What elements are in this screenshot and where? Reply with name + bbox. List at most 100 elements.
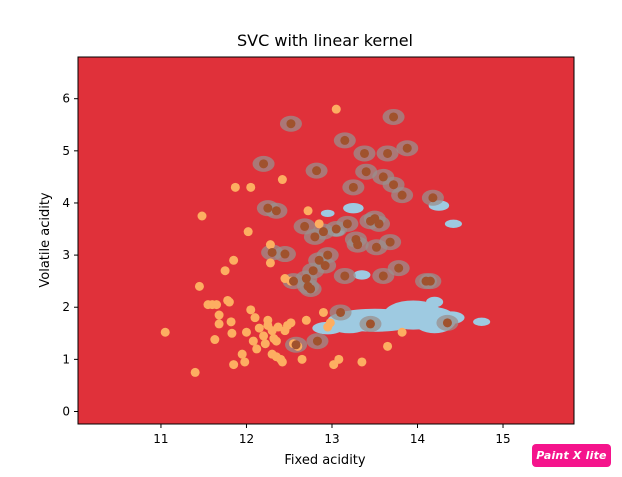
data-point [340, 135, 350, 145]
data-point [383, 341, 393, 351]
data-point [286, 119, 296, 129]
data-point [310, 232, 320, 242]
light-blue-region-patch [444, 219, 462, 228]
data-point [297, 354, 307, 364]
data-point [312, 166, 322, 176]
y-tick-label: 1 [62, 352, 70, 366]
light-blue-region-patch [343, 202, 364, 214]
data-point [286, 318, 296, 328]
data-point [378, 271, 388, 281]
data-point [210, 335, 220, 345]
data-point [248, 336, 258, 346]
data-point [214, 310, 224, 320]
data-point [314, 255, 324, 265]
data-point [259, 159, 269, 169]
x-axis-label: Fixed acidity [284, 453, 366, 468]
data-point [241, 327, 251, 337]
data-point [263, 203, 273, 213]
data-point [323, 250, 333, 260]
data-point [318, 307, 328, 317]
y-axis-label: Volatile acidity [38, 192, 53, 288]
y-tick-label: 2 [62, 300, 70, 314]
data-point [224, 297, 234, 307]
light-blue-region-patch [320, 209, 335, 218]
plot-frame [77, 56, 575, 425]
data-point [365, 319, 375, 329]
data-point [385, 237, 395, 247]
data-point [277, 357, 287, 367]
data-point [277, 175, 287, 185]
data-point [214, 319, 224, 329]
data-point [331, 224, 341, 234]
y-axis-ticks: 0 1 2 3 4 5 6 [62, 92, 78, 418]
data-point [374, 219, 384, 229]
data-point [301, 274, 311, 284]
data-point [254, 323, 264, 333]
data-point [265, 240, 275, 250]
x-tick-label: 15 [495, 432, 510, 446]
data-point [229, 255, 239, 265]
data-point [303, 206, 313, 216]
data-point [220, 266, 230, 276]
data-point [314, 219, 324, 229]
data-point [252, 344, 262, 354]
y-tick-label: 0 [62, 404, 70, 418]
data-point [271, 206, 281, 216]
data-point [428, 193, 438, 203]
x-axis-ticks: 11 12 13 14 15 [153, 424, 511, 446]
data-point [197, 211, 207, 221]
data-point [227, 328, 237, 338]
data-point [229, 360, 239, 370]
paint-x-lite-watermark-logo: Paint X lite [532, 444, 611, 467]
data-point [389, 112, 399, 122]
data-point [357, 357, 367, 367]
data-point [421, 276, 431, 286]
data-point [442, 318, 452, 328]
scatter-points [160, 104, 452, 377]
data-point [308, 266, 318, 276]
light-blue-region-patch [473, 317, 491, 326]
data-point [378, 172, 388, 182]
data-point [246, 305, 256, 315]
y-tick-label: 4 [62, 196, 70, 210]
y-tick-label: 6 [62, 92, 70, 106]
data-point [402, 143, 412, 153]
data-point [267, 247, 277, 257]
data-point [325, 318, 335, 328]
data-point [383, 148, 393, 158]
data-point [320, 261, 330, 271]
light-blue-region-patch [426, 296, 444, 308]
data-point [265, 258, 275, 268]
data-point [394, 263, 404, 273]
data-point [361, 167, 371, 177]
data-point [194, 281, 204, 291]
data-point [212, 300, 222, 310]
data-point [342, 219, 352, 229]
x-tick-label: 12 [239, 432, 254, 446]
x-tick-label: 13 [324, 432, 339, 446]
data-point [348, 182, 358, 192]
data-point [230, 182, 240, 192]
data-point [300, 221, 310, 231]
data-point [280, 249, 290, 259]
data-point [340, 271, 350, 281]
data-point [246, 182, 256, 192]
light-blue-region-patch [353, 270, 371, 280]
data-point [237, 349, 247, 359]
data-point [336, 307, 346, 317]
data-point [334, 354, 344, 364]
data-point [271, 336, 281, 346]
data-point [160, 327, 170, 337]
data-point [291, 340, 301, 350]
data-point [259, 331, 269, 341]
data-point [306, 284, 316, 294]
data-point [318, 227, 328, 237]
x-tick-label: 11 [153, 432, 168, 446]
decision-region-red [78, 57, 574, 424]
data-point [312, 336, 322, 346]
data-point [243, 227, 253, 237]
data-point [289, 276, 299, 286]
data-point [250, 313, 260, 323]
data-point [260, 339, 270, 349]
